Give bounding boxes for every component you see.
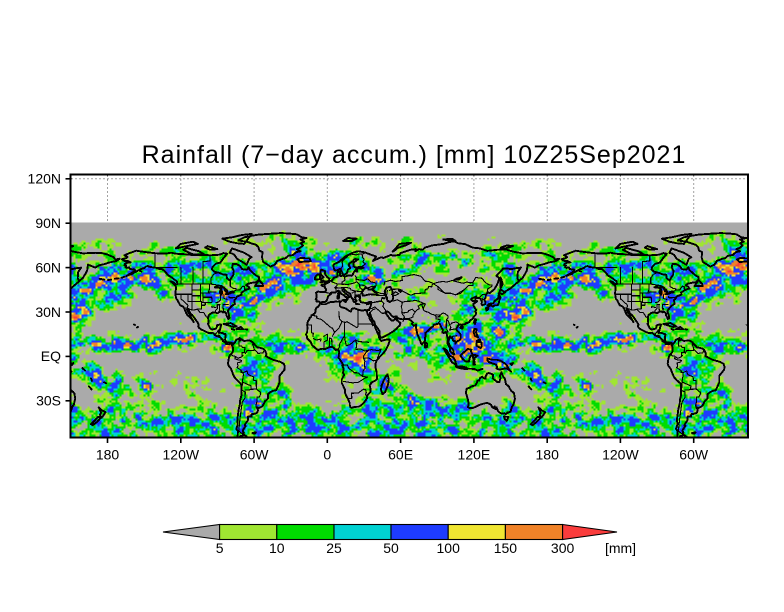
svg-text:0: 0 (323, 447, 331, 463)
svg-text:120W: 120W (602, 447, 639, 463)
svg-text:100: 100 (437, 540, 461, 556)
svg-text:50: 50 (383, 540, 399, 556)
svg-text:Rainfall (7−day accum.) [mm] 1: Rainfall (7−day accum.) [mm] 10Z25Sep202… (142, 141, 687, 169)
svg-text:120W: 120W (163, 447, 200, 463)
svg-text:5: 5 (216, 540, 224, 556)
svg-text:60W: 60W (679, 447, 709, 463)
svg-text:[mm]: [mm] (605, 540, 636, 556)
svg-text:90N: 90N (35, 215, 61, 231)
svg-text:60W: 60W (240, 447, 270, 463)
svg-text:60N: 60N (35, 259, 61, 275)
svg-text:150: 150 (494, 540, 518, 556)
svg-text:120E: 120E (458, 447, 491, 463)
svg-text:EQ: EQ (41, 348, 61, 364)
svg-text:30N: 30N (35, 304, 61, 320)
svg-text:300: 300 (551, 540, 575, 556)
svg-text:25: 25 (326, 540, 342, 556)
svg-text:30S: 30S (36, 393, 61, 409)
svg-text:60E: 60E (388, 447, 413, 463)
svg-text:120N: 120N (28, 171, 61, 187)
svg-text:10: 10 (269, 540, 285, 556)
svg-text:180: 180 (96, 447, 120, 463)
svg-text:180: 180 (536, 447, 560, 463)
